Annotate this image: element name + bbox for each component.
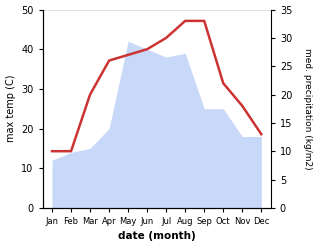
Y-axis label: max temp (C): max temp (C) — [5, 75, 16, 143]
Y-axis label: med. precipitation (kg/m2): med. precipitation (kg/m2) — [303, 48, 313, 169]
X-axis label: date (month): date (month) — [118, 231, 196, 242]
